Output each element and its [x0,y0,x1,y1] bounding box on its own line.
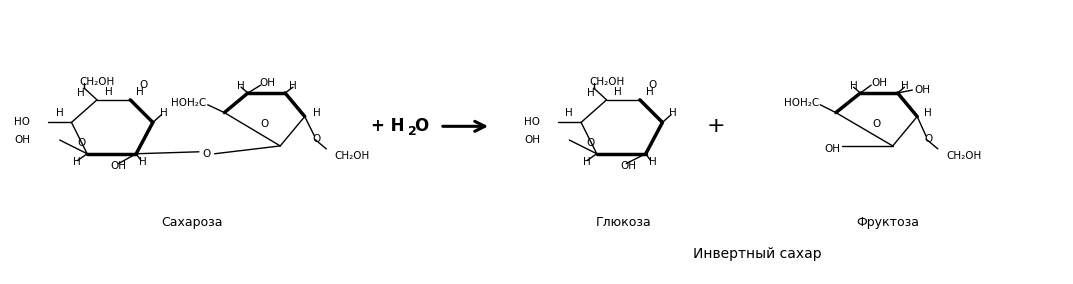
Text: O: O [872,119,880,129]
Text: HOH₂C: HOH₂C [784,98,819,108]
Text: OH: OH [14,135,30,145]
Text: HO: HO [524,117,540,128]
Text: Инвертный сахар: Инвертный сахар [693,247,822,261]
Text: H: H [587,88,594,98]
Text: OH: OH [260,78,276,88]
Text: Фруктоза: Фруктоза [856,216,920,229]
Text: CH₂OH: CH₂OH [589,77,624,87]
Text: OH: OH [524,135,540,145]
Text: OH: OH [871,78,887,88]
Text: CH₂OH: CH₂OH [79,77,115,87]
Text: H: H [924,108,931,118]
Text: H: H [583,156,591,167]
Text: HOH₂C: HOH₂C [172,98,207,108]
Text: O: O [312,134,321,144]
Text: O: O [414,117,429,135]
Text: H: H [77,88,85,98]
Text: H: H [615,87,622,97]
Text: H: H [237,81,245,91]
Text: H: H [136,87,144,97]
Text: H: H [649,156,657,167]
Text: H: H [73,156,82,167]
Text: O: O [587,138,596,148]
Text: O: O [924,134,932,144]
Text: + H: + H [371,117,405,135]
Text: CH₂OH: CH₂OH [334,151,369,161]
Text: OH: OH [914,85,930,95]
Text: Сахароза: Сахароза [161,216,223,229]
Text: H: H [105,87,113,97]
Text: O: O [77,138,86,148]
Text: H: H [850,81,857,91]
Text: H: H [139,156,147,167]
Text: +: + [707,116,725,136]
Text: O: O [203,149,211,159]
Text: 2: 2 [408,125,416,138]
Text: CH₂OH: CH₂OH [946,151,982,161]
Text: H: H [160,108,167,118]
Text: H: H [289,81,297,91]
Text: OH: OH [620,160,636,170]
Text: O: O [648,80,657,90]
Text: OH: OH [824,144,840,154]
Text: Глюкоза: Глюкоза [596,216,651,229]
Text: H: H [312,108,321,118]
Text: H: H [670,108,677,118]
Text: H: H [565,108,573,118]
Text: HO: HO [14,117,30,128]
Text: O: O [260,119,268,129]
Text: H: H [56,108,63,118]
Text: OH: OH [111,160,127,170]
Text: H: H [900,81,909,91]
Text: O: O [138,80,147,90]
Text: H: H [646,87,653,97]
